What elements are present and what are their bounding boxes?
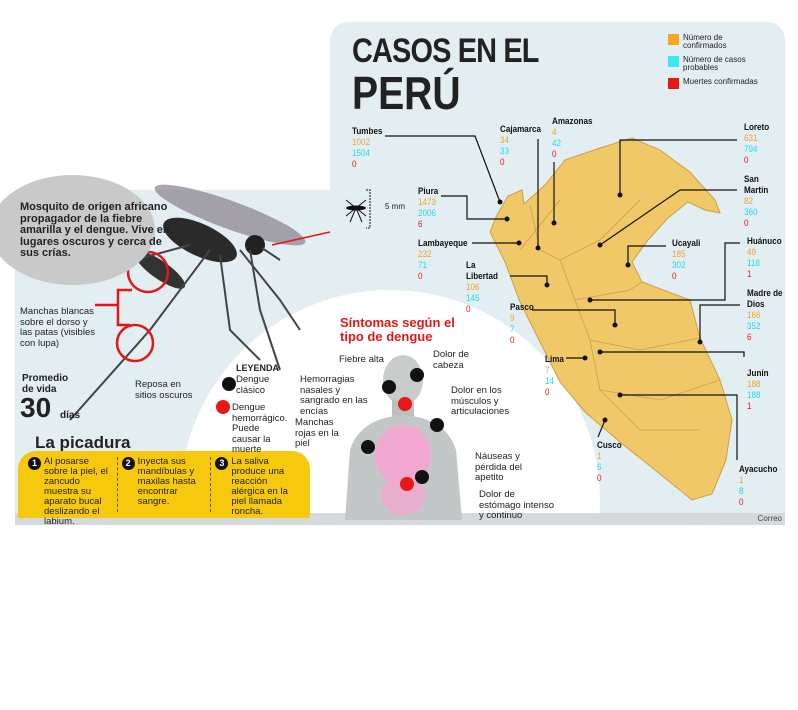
- mosquito-description: Mosquito de origen africano propagador d…: [20, 201, 170, 259]
- hemorrhagic-dot-icon: [216, 400, 230, 414]
- red-swatch-icon: [668, 78, 679, 89]
- region-loreto: Loreto 631 794 0: [744, 122, 770, 165]
- map-legend: Número de confirmados Número de casos pr…: [668, 34, 763, 89]
- classic-dot-icon: [361, 440, 375, 454]
- region-cajamarca: Cajamarca 34 33 0: [500, 124, 541, 167]
- classic-dot-icon: [410, 368, 424, 382]
- hemorrhagic-dot-icon: [398, 397, 412, 411]
- life-label: Promedio de vida: [22, 373, 69, 395]
- region-lima: Lima 7 14 0: [545, 354, 564, 397]
- orange-swatch-icon: [668, 34, 679, 45]
- hemorrhagic-dot-icon: [400, 477, 414, 491]
- legend-probable: Número de casos probables: [668, 56, 763, 72]
- symptom-fever: Fiebre alta: [339, 354, 384, 365]
- region-piura: Piura 1473 2006 6: [418, 186, 439, 229]
- symptom-muscle-pain: Dolor en los músculos y articulaciones: [451, 385, 510, 417]
- region-lambayeque: Lambayeque 232 71 0: [418, 238, 468, 281]
- spots-note: Manchas blancas sobre el dorso y las pat…: [20, 306, 95, 349]
- title-line2: PERÚ: [352, 67, 461, 119]
- classic-dot-icon: [222, 377, 236, 391]
- bite-step: 2 Inyecta sus mandíbulas y maxilas hasta …: [118, 457, 212, 512]
- region-san-martin: San Martín 82 360 0: [744, 174, 769, 228]
- mosquito-illustration: [59, 184, 331, 421]
- peru-shape: [489, 137, 733, 501]
- peru-map: [59, 135, 745, 520]
- region-huanuco: Huánuco 49 118 1: [747, 236, 782, 279]
- classic-dot-icon: [382, 380, 396, 394]
- bite-title: La picadura: [35, 433, 131, 452]
- region-la-libertad: La Libertad 106 145 0: [466, 260, 498, 314]
- legend-confirmed: Número de confirmados: [668, 34, 763, 50]
- size-label: 5 mm: [385, 202, 405, 211]
- classic-dot-icon: [430, 418, 444, 432]
- bite-steps: 1 Al posarse sobre la piel, el zancudo mu…: [18, 451, 310, 527]
- symptoms-title: Síntomas según el tipo de dengue: [340, 315, 455, 344]
- region-ayacucho: Ayacucho 1 8 0: [739, 464, 778, 507]
- region-pasco: Pasco 9 7 0: [510, 302, 534, 345]
- leader-lines: [385, 135, 745, 460]
- classic-dot-icon: [415, 470, 429, 484]
- symptom-red-spots: Manchas rojas en la piel: [295, 417, 339, 449]
- life-unit: días: [60, 410, 81, 421]
- legend-classic: Dengue clásico: [236, 374, 270, 396]
- small-mosquito-icon: [345, 189, 371, 229]
- symptom-bleeding: Hemorragias nasales y sangrado en las en…: [300, 374, 368, 417]
- life-value: 30: [20, 392, 52, 423]
- symptom-nausea: Náuseas y pérdida del apetito: [475, 451, 523, 483]
- description-bubble: [0, 175, 155, 285]
- symptom-headache: Dolor de cabeza: [433, 349, 469, 371]
- title-line1: CASOS EN EL: [352, 32, 539, 70]
- cyan-swatch-icon: [668, 56, 679, 67]
- bite-step: 3 La saliva produce una reacción alérgica…: [211, 457, 304, 517]
- region-madre-de-dios: Madre de Dios 166 352 6: [747, 288, 783, 342]
- rest-note: Reposa en sitios oscuros: [135, 379, 193, 401]
- region-cusco: Cusco 1 6 0: [597, 440, 622, 483]
- legend-title: LEYENDA: [236, 363, 280, 373]
- bite-step: 1 Al posarse sobre la piel, el zancudo mu…: [24, 457, 118, 527]
- region-dots: [497, 192, 703, 423]
- symptom-stomach-pain: Dolor de estómago intenso y continuo: [479, 489, 554, 521]
- region-tumbes: Tumbes 1002 1504 0: [352, 126, 383, 169]
- region-ucayali: Ucayali 185 302 0: [672, 238, 701, 281]
- legend-deaths: Muertes confirmadas: [668, 78, 763, 89]
- credit: Correo: [757, 514, 782, 523]
- region-junin: Junín 188 188 1: [747, 368, 769, 411]
- region-amazonas: Amazonas 4 42 0: [552, 116, 593, 159]
- legend-hemorrhagic: Dengue hemorrágico. Puede causar la muer…: [232, 402, 288, 455]
